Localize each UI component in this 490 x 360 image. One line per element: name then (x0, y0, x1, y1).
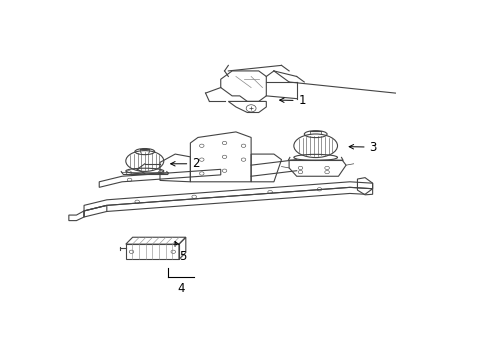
Text: 4: 4 (177, 282, 185, 295)
Text: 5: 5 (175, 242, 186, 263)
Text: 2: 2 (171, 157, 200, 170)
Text: 1: 1 (280, 94, 306, 107)
Text: 3: 3 (349, 141, 377, 154)
